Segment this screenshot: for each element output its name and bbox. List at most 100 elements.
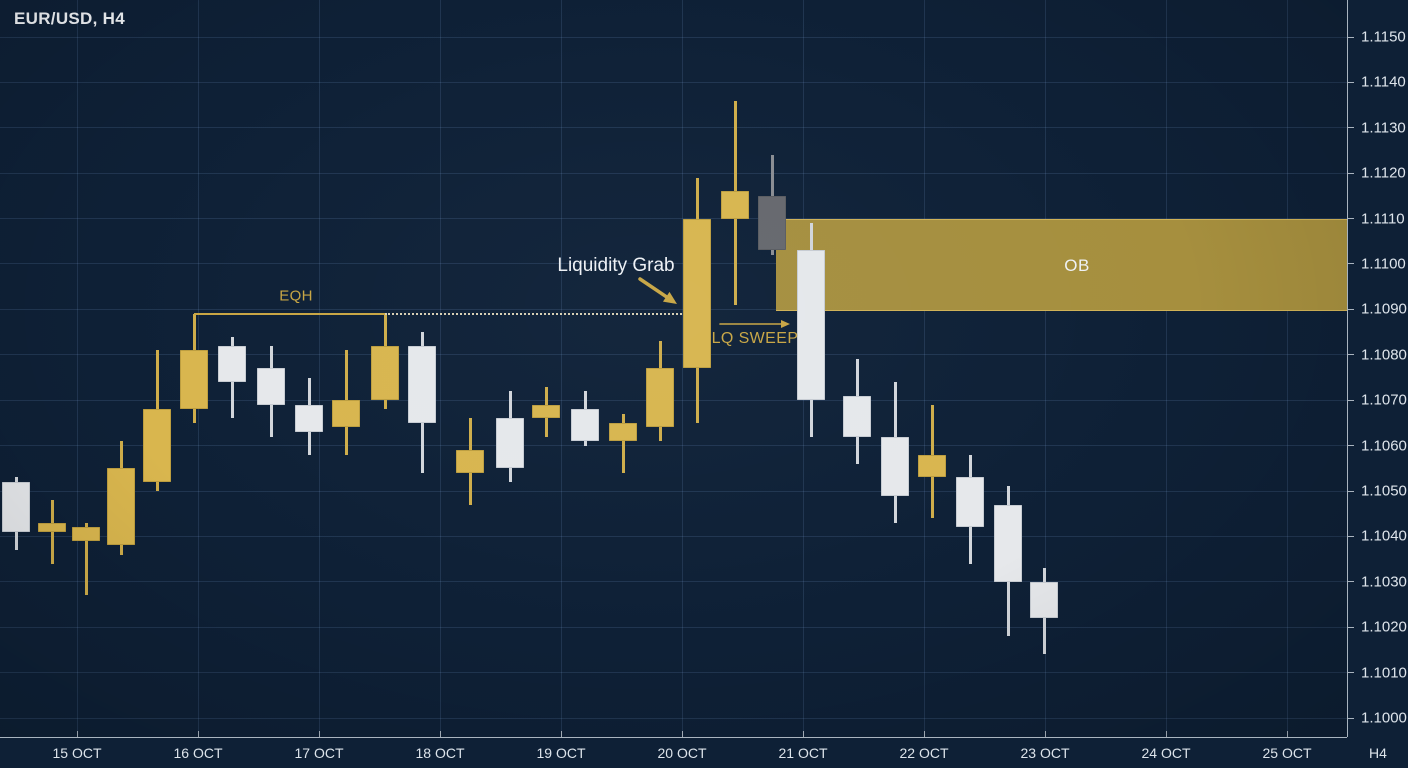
time-axis-tick <box>440 731 441 737</box>
price-axis-tick <box>1348 445 1354 446</box>
candle-wick <box>84 522 88 596</box>
gridline-horizontal <box>0 718 1347 719</box>
price-axis-tick <box>1348 127 1354 128</box>
time-axis-label: 16 OCT <box>173 745 223 761</box>
time-axis-tick <box>319 731 320 737</box>
time-axis-tick <box>1287 731 1288 737</box>
time-axis-tick <box>803 731 804 737</box>
time-axis-label: 15 OCT <box>52 745 102 761</box>
price-axis-label: 1.1090 <box>1361 300 1407 318</box>
candle-body-up <box>918 454 946 478</box>
gridline-vertical <box>440 0 441 737</box>
gridline-horizontal <box>0 37 1347 38</box>
time-axis-label: 25 OCT <box>1262 745 1312 761</box>
price-axis-tick <box>1348 218 1354 219</box>
gridline-vertical <box>77 0 78 737</box>
price-axis-label: 1.1010 <box>1361 664 1407 682</box>
gridline-horizontal <box>0 263 1347 264</box>
price-axis-label: 1.1060 <box>1361 437 1407 455</box>
candle-body-up <box>371 345 399 401</box>
time-axis-tick <box>682 731 683 737</box>
price-axis-label: 1.1040 <box>1361 527 1407 545</box>
order-block-zone <box>776 218 1347 312</box>
gridline-vertical <box>924 0 925 737</box>
candle-body-down <box>881 436 909 496</box>
price-axis-label: 1.1140 <box>1361 73 1406 91</box>
gridline-vertical <box>319 0 320 737</box>
price-axis-tick <box>1348 536 1354 537</box>
time-axis-label: 22 OCT <box>899 745 949 761</box>
price-axis-tick <box>1348 263 1354 264</box>
time-axis-label: 19 OCT <box>536 745 586 761</box>
time-axis-label: 21 OCT <box>778 745 828 761</box>
gridline-horizontal <box>0 127 1347 128</box>
price-axis[interactable]: 1.1150 1.1140 1.1130 1.1120 1.1110 1.1100 1.10… <box>1347 0 1408 737</box>
time-axis-label: 18 OCT <box>415 745 465 761</box>
gridline-horizontal <box>0 218 1347 219</box>
time-axis-tick <box>1166 731 1167 737</box>
time-axis-tick <box>924 731 925 737</box>
candle-body-up <box>38 522 66 532</box>
candle-body-down <box>843 395 871 437</box>
gridline-horizontal <box>0 581 1347 582</box>
order-block-annotation-label: OB <box>1064 256 1090 275</box>
candle-body-up <box>332 400 360 428</box>
candle-body-down <box>257 368 285 405</box>
time-axis-tick <box>1045 731 1046 737</box>
gridline-horizontal <box>0 627 1347 628</box>
time-axis-label: 17 OCT <box>294 745 344 761</box>
candle-body-up <box>721 191 749 219</box>
price-axis-label: 1.1000 <box>1361 709 1407 727</box>
price-axis-label: 1.1080 <box>1361 346 1407 364</box>
candle-wick <box>50 500 54 564</box>
candle-body-up <box>180 350 208 410</box>
price-axis-label: 1.1070 <box>1361 391 1407 409</box>
time-axis-tick <box>198 731 199 737</box>
candle-wick <box>621 413 625 473</box>
time-axis-label: 24 OCT <box>1141 745 1191 761</box>
price-axis-label: 1.1110 <box>1361 210 1405 228</box>
price-axis-tick <box>1348 672 1354 673</box>
price-axis-tick <box>1348 400 1354 401</box>
eqh-line <box>194 312 385 315</box>
time-axis-tick <box>77 731 78 737</box>
gridline-horizontal <box>0 173 1347 174</box>
time-axis[interactable]: 15 OCT 16 OCT 17 OCT 18 OCT 19 OCT 20 OCT 21 O… <box>0 731 1347 768</box>
liquidity-dotted-line <box>385 312 682 315</box>
candle-body-neutral <box>758 195 786 251</box>
candle-body-down <box>496 418 524 469</box>
time-axis-label: 20 OCT <box>657 745 707 761</box>
liquidity-grab-annotation-label: Liquidity Grab <box>557 255 675 276</box>
gridline-horizontal <box>0 354 1347 355</box>
price-axis-label: 1.1050 <box>1361 482 1407 500</box>
candle-body-up <box>609 422 637 442</box>
gridline-vertical <box>561 0 562 737</box>
gridline-vertical <box>1045 0 1046 737</box>
price-axis-tick <box>1348 37 1354 38</box>
gridline-vertical <box>1287 0 1288 737</box>
price-axis-tick <box>1348 173 1354 174</box>
candle-body-down <box>408 345 436 423</box>
candle-body-up <box>532 404 560 419</box>
candle-body-up <box>143 409 171 482</box>
gridline-horizontal <box>0 82 1347 83</box>
price-axis-label: 1.1130 <box>1361 119 1406 137</box>
price-axis-label: 1.1120 <box>1361 164 1406 182</box>
price-axis-tick <box>1348 627 1354 628</box>
price-axis-tick <box>1348 309 1354 310</box>
price-axis-label: 1.1150 <box>1361 28 1406 46</box>
candle-body-up <box>456 450 484 473</box>
gridline-vertical <box>682 0 683 737</box>
candle-body-down <box>956 477 984 528</box>
price-axis-label: 1.1100 <box>1361 255 1406 273</box>
timeframe-badge: H4 <box>1369 745 1387 761</box>
candle-body-down <box>994 504 1022 582</box>
time-axis-label: 23 OCT <box>1020 745 1070 761</box>
chart-plot-area[interactable]: EUR/USD, H4 EQH Liquidity Grab LQ SWEEP … <box>0 0 1347 737</box>
price-axis-tick <box>1348 581 1354 582</box>
candle-body-up <box>107 468 135 546</box>
candle-body-down <box>571 409 599 442</box>
price-axis-label: 1.1020 <box>1361 618 1407 636</box>
gridline-vertical <box>1166 0 1167 737</box>
